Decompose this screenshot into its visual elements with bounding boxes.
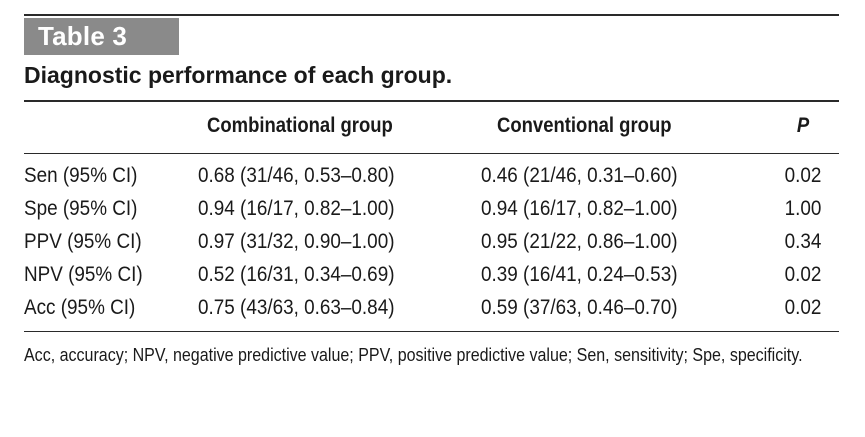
- table-row: Spe (95% CI) 0.94 (16/17, 0.82–1.00) 0.94 …: [0, 195, 865, 228]
- cell-p-value: 0.02: [784, 296, 822, 319]
- cell-combinational: 0.75 (43/63, 0.63–0.84): [198, 296, 395, 319]
- cell-conventional: 0.46 (21/46, 0.31–0.60): [481, 164, 678, 187]
- table-footnote: Acc, accuracy; NPV, negative predictive …: [24, 345, 803, 365]
- cell-p-value: 0.02: [784, 263, 822, 286]
- cell-conventional: 0.39 (16/41, 0.24–0.53): [481, 263, 678, 286]
- cell-conventional: 0.94 (16/17, 0.82–1.00): [481, 197, 678, 220]
- header-top-rule: [24, 100, 839, 102]
- table-row: NPV (95% CI) 0.52 (16/31, 0.34–0.69) 0.39 …: [0, 261, 865, 294]
- cell-combinational: 0.68 (31/46, 0.53–0.80): [198, 164, 395, 187]
- cell-p-value: 0.02: [784, 164, 822, 187]
- table-top-rule: [24, 14, 839, 16]
- table-row: Sen (95% CI) 0.68 (31/46, 0.53–0.80) 0.46 …: [0, 162, 865, 195]
- header-p-value: P: [796, 114, 810, 137]
- table-label: Table 3: [24, 18, 179, 55]
- cell-combinational: 0.97 (31/32, 0.90–1.00): [198, 230, 395, 253]
- cell-p-value: 0.34: [784, 230, 822, 253]
- cell-conventional: 0.95 (21/22, 0.86–1.00): [481, 230, 678, 253]
- cell-metric: Sen (95% CI): [24, 164, 138, 187]
- table-row: PPV (95% CI) 0.97 (31/32, 0.90–1.00) 0.95 …: [0, 228, 865, 261]
- table-row: Acc (95% CI) 0.75 (43/63, 0.63–0.84) 0.59 …: [0, 294, 865, 327]
- cell-metric: Acc (95% CI): [24, 296, 136, 319]
- cell-combinational: 0.52 (16/31, 0.34–0.69): [198, 263, 395, 286]
- table-caption: Diagnostic performance of each group.: [24, 62, 453, 88]
- table-bottom-rule: [24, 331, 839, 332]
- cell-metric: Spe (95% CI): [24, 197, 138, 220]
- cell-metric: NPV (95% CI): [24, 263, 143, 286]
- cell-p-value: 1.00: [784, 197, 822, 220]
- cell-combinational: 0.94 (16/17, 0.82–1.00): [198, 197, 395, 220]
- header-bottom-rule: [24, 153, 839, 154]
- cell-conventional: 0.59 (37/63, 0.46–0.70): [481, 296, 678, 319]
- header-conventional: Conventional group: [497, 114, 672, 137]
- cell-metric: PPV (95% CI): [24, 230, 142, 253]
- header-combinational: Combinational group: [207, 114, 393, 137]
